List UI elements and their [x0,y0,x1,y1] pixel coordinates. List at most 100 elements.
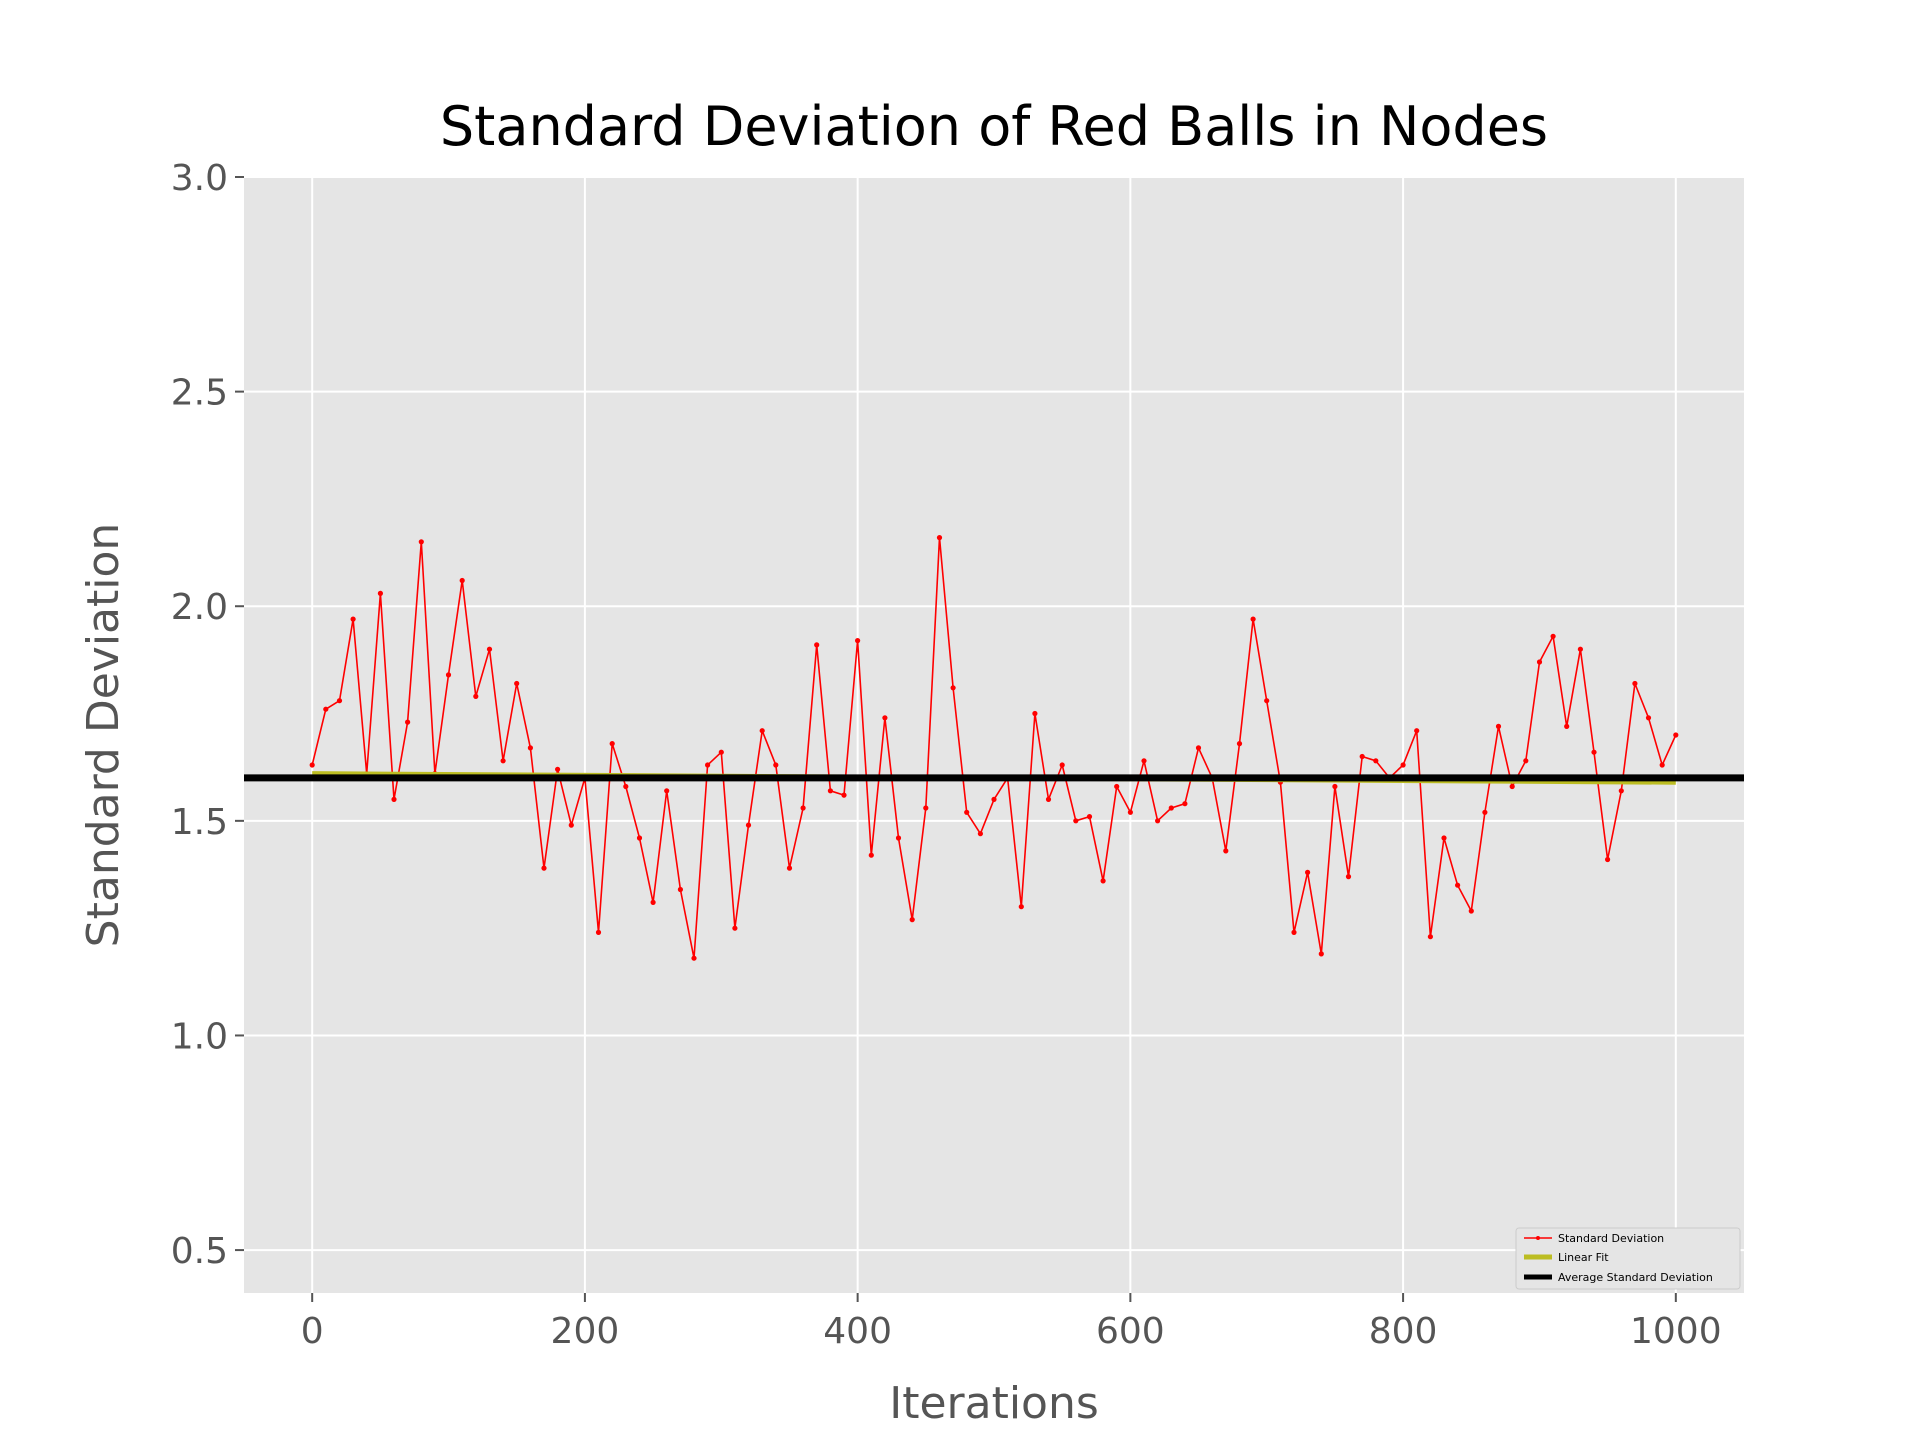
data-point [800,805,806,811]
data-point [814,642,820,648]
data-point [1468,908,1474,914]
legend: Standard Deviation Linear Fit Average St… [1515,1227,1741,1290]
data-point [350,616,356,622]
y-tick-label: 1.0 [171,1016,228,1057]
data-point [773,762,779,768]
y-tick-label: 1.5 [171,802,228,843]
data-point [1073,818,1079,824]
data-point [991,796,997,803]
data-point [786,865,793,871]
data-point [1400,762,1406,768]
data-point [1523,758,1529,764]
data-point [882,715,888,721]
data-point [977,831,984,837]
data-point [745,822,752,828]
data-point [1359,753,1365,760]
data-point [1250,616,1256,622]
data-point [595,929,602,936]
data-point [1482,809,1488,815]
data-point [1236,741,1243,747]
data-point [405,719,411,725]
axis-ticks: 0 200 400 600 800 1000 0.5 1.0 1.5 2.0 2.5 3.0 [171,158,1722,1352]
x-tick-label: 1000 [1630,1311,1722,1352]
data-point [936,535,943,541]
data-point [1373,758,1379,764]
data-point [664,788,670,794]
legend-box [1515,1227,1741,1290]
data-point [923,805,929,811]
data-point [1427,934,1433,940]
x-axis-label: Iterations [889,1378,1099,1429]
data-point [1291,929,1297,936]
reference-lines [244,771,1744,785]
data-point [636,835,643,841]
data-point [459,577,465,584]
data-point [445,672,452,678]
data-point [486,646,493,652]
data-point [1605,856,1611,863]
data-point [759,728,765,734]
data-point [1577,646,1583,652]
data-point [1305,869,1311,876]
data-point [895,835,902,841]
legend-label-standard-deviation: Standard Deviation [1558,1232,1664,1245]
data-point [1032,710,1038,717]
y-tick-label: 3.0 [171,158,228,199]
data-point [964,809,970,815]
x-tick-label: 600 [1096,1311,1165,1352]
x-tick-label: 400 [823,1311,892,1352]
data-point [514,680,520,687]
data-point [909,917,915,923]
x-tick-label: 0 [301,1311,324,1352]
data-point [677,886,684,893]
y-axis-label: Standard Deviation [78,523,129,948]
data-point [1168,805,1174,811]
data-point [1100,878,1106,884]
legend-marker-standard-deviation [1536,1236,1540,1240]
data-point [555,766,561,772]
legend-label-linear-fit: Linear Fit [1558,1251,1609,1264]
data-point [1332,783,1338,790]
data-point [868,852,874,858]
x-tick-label: 200 [551,1311,620,1352]
data-point [1536,659,1543,665]
data-point [377,590,383,597]
data-point [609,741,615,747]
data-point [705,762,711,768]
data-point [1455,882,1461,888]
y-tick-label: 2.0 [171,587,228,628]
data-point [473,693,479,700]
x-tick-label: 800 [1369,1311,1438,1352]
data-point [1632,680,1638,687]
data-point [1182,801,1188,807]
data-point [1345,874,1352,880]
data-point [323,706,329,712]
data-point [541,865,547,871]
data-point [336,698,343,704]
data-point [1045,796,1052,803]
y-tick-label: 0.5 [171,1231,228,1272]
plot-area [244,177,1744,1293]
data-point [1550,633,1556,639]
data-point [1618,788,1624,794]
data-point [1441,835,1447,841]
data-point [1495,723,1502,730]
data-point [1591,749,1597,755]
data-point [855,638,861,644]
chart-title: Standard Deviation of Red Balls in Nodes [440,95,1548,158]
data-point [691,955,697,961]
data-point [1086,814,1093,820]
data-point [1127,809,1133,815]
data-point [391,796,397,803]
data-point [732,925,738,931]
data-point [950,685,956,691]
data-point [623,783,629,790]
data-point [1155,818,1161,824]
data-point [827,788,834,794]
data-point [1645,715,1652,721]
data-point [418,539,424,545]
data-point [1509,783,1515,790]
data-point [1059,762,1065,768]
